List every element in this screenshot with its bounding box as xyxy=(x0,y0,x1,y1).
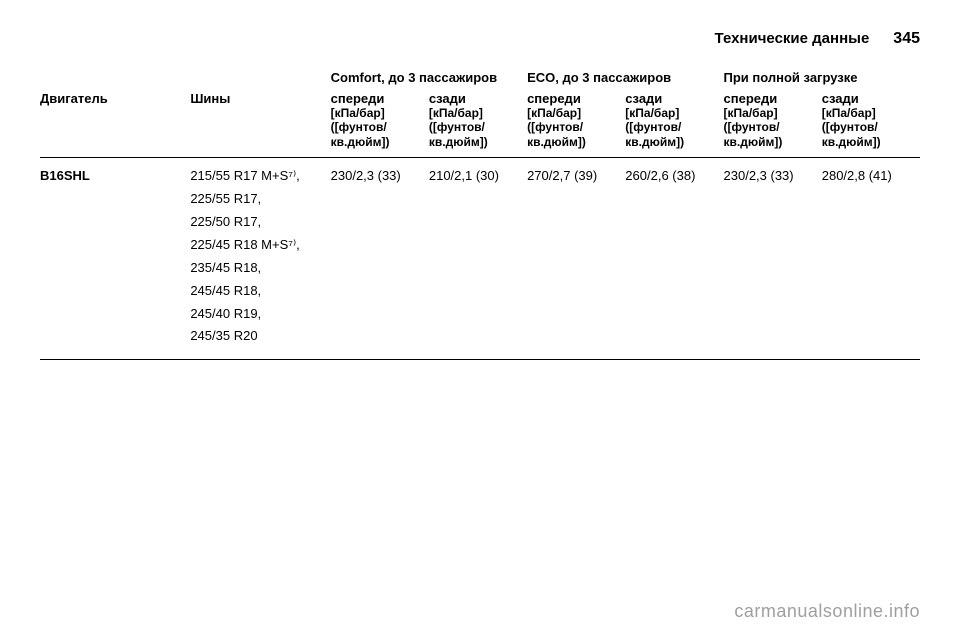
page-number: 345 xyxy=(893,30,920,48)
tyre-item: 215/55 R17 M+S⁷⁾, xyxy=(190,168,324,185)
watermark: carmanualsonline.info xyxy=(734,601,920,622)
val-eco-rear: 260/2,6 (38) xyxy=(625,164,723,355)
tyre-item: 245/35 R20 xyxy=(190,328,324,345)
unit-label: [кПа/бар] ([фунтов/кв.дюйм]) xyxy=(331,106,429,155)
section-title: Технические данные xyxy=(715,30,870,47)
col-engine: Двигатель xyxy=(40,87,190,106)
col-tyres: Шины xyxy=(190,87,330,106)
unit-label: [кПа/бар] ([фунтов/кв.дюйм]) xyxy=(429,106,527,155)
col-comfort-rear: сзади xyxy=(429,87,527,106)
tyre-item: 225/50 R17, xyxy=(190,214,324,231)
val-full-front: 230/2,3 (33) xyxy=(724,164,822,355)
val-eco-front: 270/2,7 (39) xyxy=(527,164,625,355)
group-eco: ECO, до 3 пассажиров xyxy=(527,66,723,87)
engine-cell: B16SHL xyxy=(40,164,190,355)
tyre-item: 225/55 R17, xyxy=(190,191,324,208)
divider xyxy=(40,157,920,158)
tyre-pressure-table: Comfort, до 3 пассажиров ECO, до 3 пасса… xyxy=(40,66,920,360)
page-header: Технические данные 345 xyxy=(40,30,920,48)
group-full: При полной загрузке xyxy=(724,66,920,87)
val-comfort-rear: 210/2,1 (30) xyxy=(429,164,527,355)
unit-label: [кПа/бар] ([фунтов/кв.дюйм]) xyxy=(724,106,822,155)
col-full-rear: сзади xyxy=(822,87,920,106)
tyre-item: 235/45 R18, xyxy=(190,260,324,277)
tyre-item: 225/45 R18 M+S⁷⁾, xyxy=(190,237,324,254)
divider xyxy=(40,359,920,360)
val-comfort-front: 230/2,3 (33) xyxy=(331,164,429,355)
table-row: B16SHL 215/55 R17 M+S⁷⁾, 225/55 R17, 225… xyxy=(40,164,920,355)
tyres-cell: 215/55 R17 M+S⁷⁾, 225/55 R17, 225/50 R17… xyxy=(190,164,330,355)
val-full-rear: 280/2,8 (41) xyxy=(822,164,920,355)
col-full-front: спереди xyxy=(724,87,822,106)
unit-label: [кПа/бар] ([фунтов/кв.дюйм]) xyxy=(822,106,920,155)
col-eco-rear: сзади xyxy=(625,87,723,106)
col-comfort-front: спереди xyxy=(331,87,429,106)
tyre-item: 245/45 R18, xyxy=(190,283,324,300)
tyre-item: 245/40 R19, xyxy=(190,306,324,323)
unit-label: [кПа/бар] ([фунтов/кв.дюйм]) xyxy=(625,106,723,155)
group-comfort: Comfort, до 3 пассажиров xyxy=(331,66,527,87)
unit-label: [кПа/бар] ([фунтов/кв.дюйм]) xyxy=(527,106,625,155)
col-eco-front: спереди xyxy=(527,87,625,106)
